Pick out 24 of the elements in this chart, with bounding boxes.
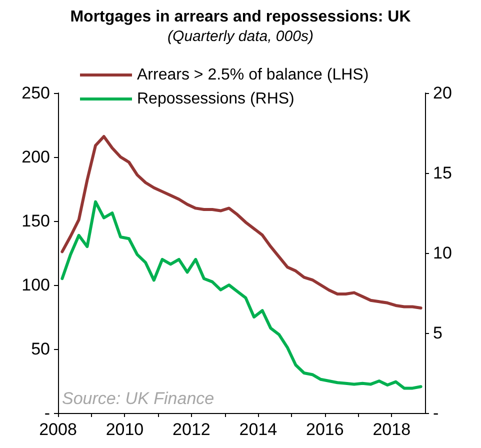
y2-tick-label: 20 — [433, 84, 452, 102]
legend-label: Arrears > 2.5% of balance (LHS) — [137, 66, 369, 84]
annotation: Source: UK Finance — [62, 389, 214, 408]
chart-title: Mortgages in arrears and repossessions: UK — [70, 8, 412, 26]
chart-subtitle: (Quarterly data, 000s) — [168, 28, 314, 45]
legend-label: Repossessions (RHS) — [137, 90, 294, 108]
x-tick-label: 2016 — [306, 420, 344, 439]
y2-tick-label: - — [433, 404, 439, 422]
y-tick-label: 250 — [22, 84, 50, 102]
y-tick-label: 100 — [22, 276, 50, 294]
x-tick-label: 2008 — [39, 420, 77, 439]
y-tick-label: 200 — [22, 148, 50, 166]
y2-tick-label: 5 — [433, 324, 442, 342]
x-tick-label: 2012 — [172, 420, 210, 439]
line-series — [60, 135, 422, 310]
x-tick-label: 2010 — [106, 420, 144, 439]
y-tick-label: 150 — [22, 212, 50, 230]
y-tick-label: 50 — [31, 340, 50, 358]
x-tick-label: 2018 — [372, 420, 411, 439]
y-tick-label: - — [44, 404, 50, 422]
x-tick-label: 2014 — [239, 420, 278, 439]
line-series — [60, 200, 422, 390]
y2-tick-label: 15 — [433, 164, 452, 182]
y2-tick-label: 10 — [433, 244, 452, 262]
